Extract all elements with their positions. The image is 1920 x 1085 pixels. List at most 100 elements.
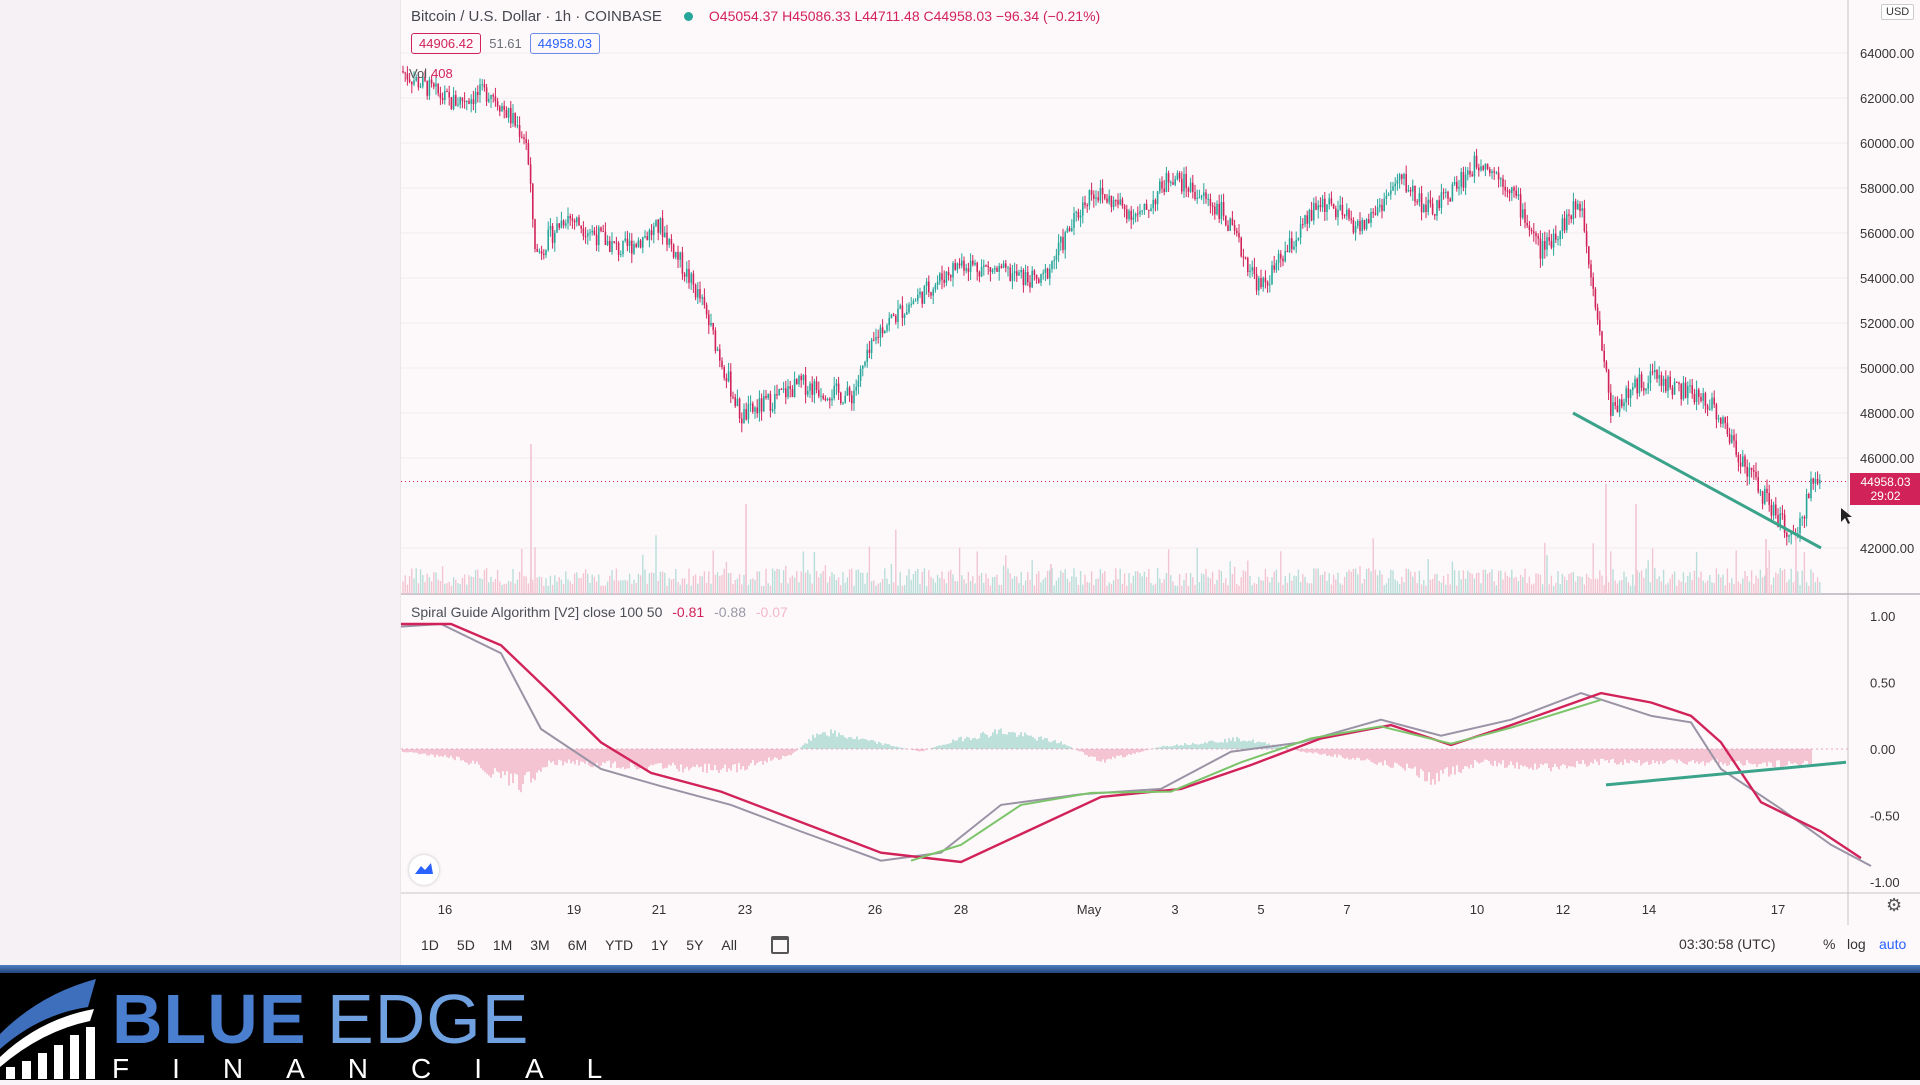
candle-body (994, 268, 996, 270)
candle-body (1306, 215, 1308, 224)
range-5d[interactable]: 5D (456, 937, 475, 953)
candle-body (1583, 208, 1586, 232)
candle-body (1271, 265, 1273, 285)
candle-body (1374, 213, 1377, 215)
buy-price[interactable]: 44958.03 (529, 33, 601, 54)
candle-body (1244, 257, 1247, 259)
candle-body (1183, 173, 1185, 192)
candle-body (1031, 270, 1033, 288)
range-1y[interactable]: 1Y (651, 937, 669, 953)
currency-badge[interactable]: USD (1881, 4, 1915, 20)
candle-body (580, 225, 582, 229)
candle-body (1522, 209, 1524, 218)
auto-toggle[interactable]: auto (1879, 936, 1907, 952)
candle-body (879, 327, 882, 338)
price-tick-label: 64000.00 (1860, 46, 1914, 61)
candle-body (512, 113, 514, 124)
candle-body (1632, 387, 1634, 391)
candle-body (1084, 202, 1086, 206)
candle-body (1535, 233, 1537, 237)
candle-body (1700, 396, 1702, 401)
candle-body (1079, 215, 1082, 218)
range-all[interactable]: All (721, 937, 737, 953)
candle-body (743, 409, 745, 424)
candle-body (611, 241, 613, 252)
candle-body (455, 95, 457, 106)
range-3m[interactable]: 3M (530, 937, 550, 953)
candle-body (624, 238, 626, 241)
gear-icon[interactable]: ⚙ (1886, 895, 1903, 915)
candle-body (910, 303, 912, 305)
candle-body (936, 281, 939, 285)
candle-body (1643, 388, 1645, 391)
range-5y[interactable]: 5Y (686, 937, 704, 953)
candle-body (543, 253, 545, 256)
candle-body (1687, 386, 1689, 398)
candle-body (1753, 470, 1755, 472)
indicator-legend[interactable]: Spiral Guide Algorithm [V2] close 100 50… (411, 604, 788, 620)
tradingview-logo-icon[interactable] (409, 855, 439, 885)
candle-body (848, 387, 851, 396)
candle-body (952, 263, 954, 278)
calendar-icon[interactable] (770, 936, 789, 954)
candle-body (1722, 417, 1724, 424)
candle-body (901, 305, 904, 318)
candle-body (991, 269, 994, 272)
candle-body (1385, 195, 1388, 199)
candle-body (1222, 202, 1225, 216)
percent-toggle[interactable]: % (1823, 936, 1836, 952)
candle-body (820, 395, 822, 397)
range-1d[interactable]: 1D (421, 937, 439, 953)
candle-body (1134, 213, 1137, 217)
candle-body (1473, 155, 1476, 177)
candle-body (1447, 191, 1449, 199)
range-ytd[interactable]: YTD (605, 937, 634, 953)
candle-body (989, 267, 992, 272)
candle-body (1123, 205, 1126, 210)
candle-body (727, 371, 730, 382)
candle-body (560, 220, 563, 228)
candle-body (441, 97, 444, 101)
chart-canvas[interactable]: 64000.00 62000.00 60000.00 58000.00 56000.00… (401, 0, 1920, 925)
candle-body (782, 388, 785, 390)
candle-body (1350, 218, 1352, 220)
utc-clock[interactable]: 03:30:58 (UTC) (1679, 936, 1776, 952)
candle-body (589, 232, 591, 234)
candle-body (672, 244, 675, 258)
sell-price[interactable]: 44906.42 (411, 33, 482, 54)
symbol-title[interactable]: Bitcoin / U.S. Dollar · 1h · COINBASE (411, 7, 662, 25)
range-6m[interactable]: 6M (567, 937, 588, 953)
candle-body (1326, 204, 1328, 212)
candle-body (980, 266, 983, 277)
candle-body (1799, 518, 1801, 534)
candle-body (1781, 513, 1784, 515)
range-1m[interactable]: 1M (492, 937, 513, 953)
candle-body (413, 80, 415, 85)
candle-body (402, 71, 404, 73)
symbol-legend: Bitcoin / U.S. Dollar · 1h · COINBASE O4… (411, 5, 1100, 27)
indicator-value-2: -0.88 (714, 604, 746, 620)
candle-body (1790, 532, 1792, 536)
log-toggle[interactable]: log (1847, 936, 1866, 952)
candle-body (1654, 370, 1656, 373)
candle-body (943, 279, 945, 283)
candle-body (919, 291, 921, 295)
candle-body (549, 226, 552, 230)
candle-body (1330, 198, 1333, 204)
candle-body (1544, 240, 1546, 250)
candle-body (1471, 174, 1473, 177)
candle-body (587, 233, 589, 237)
candle-body (1046, 268, 1049, 279)
candle-body (1493, 171, 1495, 173)
candle-body (1038, 279, 1040, 283)
candle-body (1240, 237, 1242, 257)
candle-body (870, 339, 873, 354)
price-tick-label: 42000.00 (1860, 541, 1914, 556)
price-tick-label: 62000.00 (1860, 91, 1914, 106)
candle-body (934, 284, 937, 290)
candle-body (996, 268, 998, 272)
candle-body (1720, 418, 1722, 424)
candle-body (851, 395, 853, 404)
candle-body (613, 241, 615, 243)
chart-panel[interactable]: 64000.00 62000.00 60000.00 58000.00 56000.00… (400, 0, 1920, 965)
